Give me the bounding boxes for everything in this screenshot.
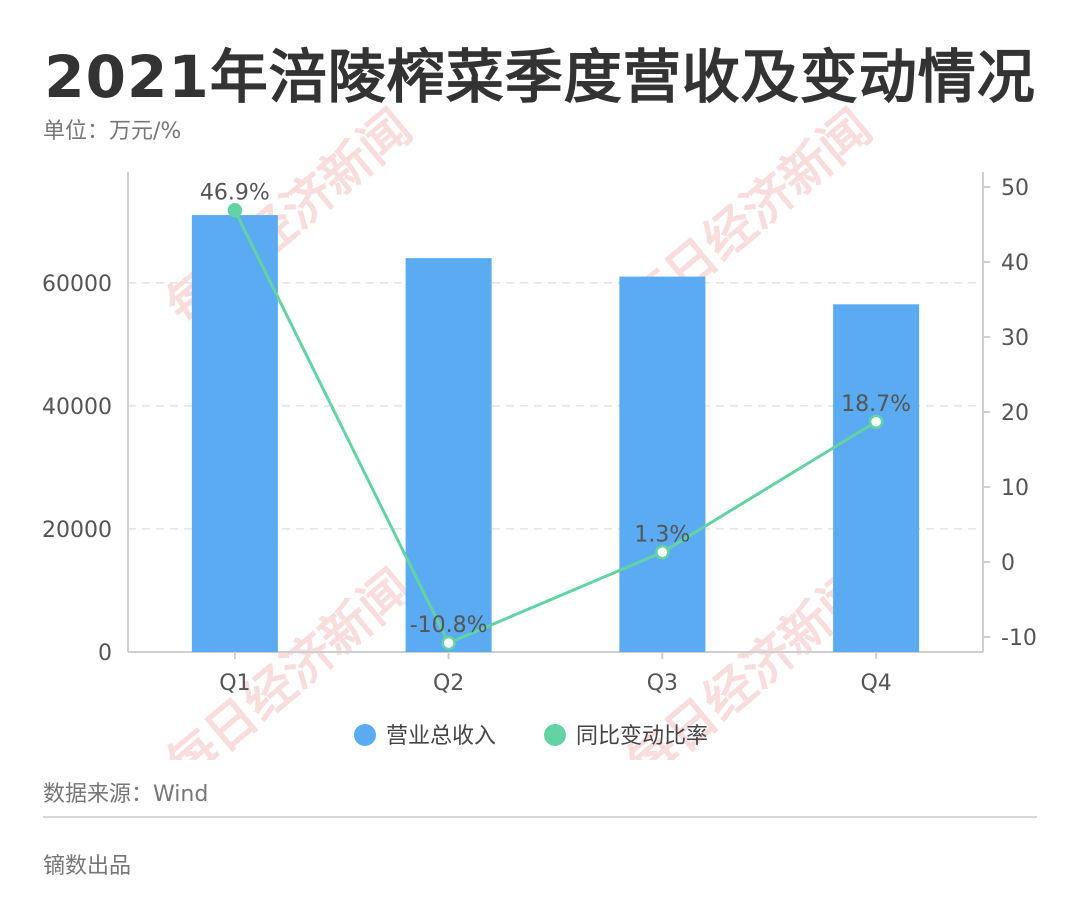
data-label: 1.3% bbox=[634, 522, 690, 547]
line-point bbox=[227, 203, 243, 218]
x-tick-label: Q2 bbox=[433, 671, 464, 696]
bar bbox=[405, 258, 492, 652]
y-right-tick-label: 20 bbox=[1001, 401, 1029, 426]
bar-series bbox=[191, 215, 920, 653]
chart-title: 2021年涪陵榨菜季度营收及变动情况 bbox=[44, 43, 1036, 111]
line-point bbox=[655, 545, 670, 560]
legend-swatch-bar bbox=[354, 724, 376, 746]
y-right-tick-label: -10 bbox=[1001, 626, 1037, 651]
legend: 营业总收入 同比变动比率 bbox=[354, 724, 708, 749]
y-right-tick-label: 10 bbox=[1001, 476, 1029, 501]
y-left-tick-label: 60000 bbox=[42, 272, 112, 297]
bar bbox=[619, 276, 706, 652]
x-tick-label: Q4 bbox=[860, 671, 891, 696]
x-axis-ticks: Q1 Q2 Q3 Q4 bbox=[219, 652, 892, 696]
data-label: -10.8% bbox=[410, 613, 488, 638]
y-right-tick-label: 40 bbox=[1001, 251, 1029, 276]
legend-label-revenue: 营业总收入 bbox=[386, 724, 496, 749]
y-left-tick-label: 20000 bbox=[42, 518, 112, 543]
data-label: 18.7% bbox=[841, 392, 911, 417]
legend-label-yoy: 同比变动比率 bbox=[576, 724, 708, 749]
divider bbox=[43, 816, 1037, 818]
y-right-tick-label: 0 bbox=[1001, 551, 1015, 576]
data-source: 数据来源：Wind bbox=[43, 782, 209, 807]
x-tick-label: Q3 bbox=[647, 671, 678, 696]
bar bbox=[833, 304, 920, 652]
line-point bbox=[868, 414, 884, 429]
line-point bbox=[441, 635, 456, 651]
y-right-tick-label: 30 bbox=[1001, 326, 1029, 351]
legend-swatch-line bbox=[544, 724, 566, 746]
y-right-ticks: -10 0 10 20 30 40 50 bbox=[983, 176, 1037, 651]
y-right-tick-label: 50 bbox=[1001, 176, 1029, 201]
unit-label: 单位：万元/% bbox=[43, 119, 182, 144]
bar bbox=[191, 215, 278, 653]
credit-text: 镝数出品 bbox=[43, 854, 132, 879]
data-label: 46.9% bbox=[200, 180, 270, 205]
series-line bbox=[233, 209, 877, 645]
line-series: 46.9% -10.8% 1.3% 18.7% bbox=[200, 180, 911, 651]
x-tick-label: Q1 bbox=[219, 671, 250, 696]
y-left-tick-label: 0 bbox=[98, 641, 112, 666]
y-left-ticks: 0 20000 40000 60000 bbox=[42, 272, 112, 666]
y-left-tick-label: 40000 bbox=[42, 395, 112, 420]
